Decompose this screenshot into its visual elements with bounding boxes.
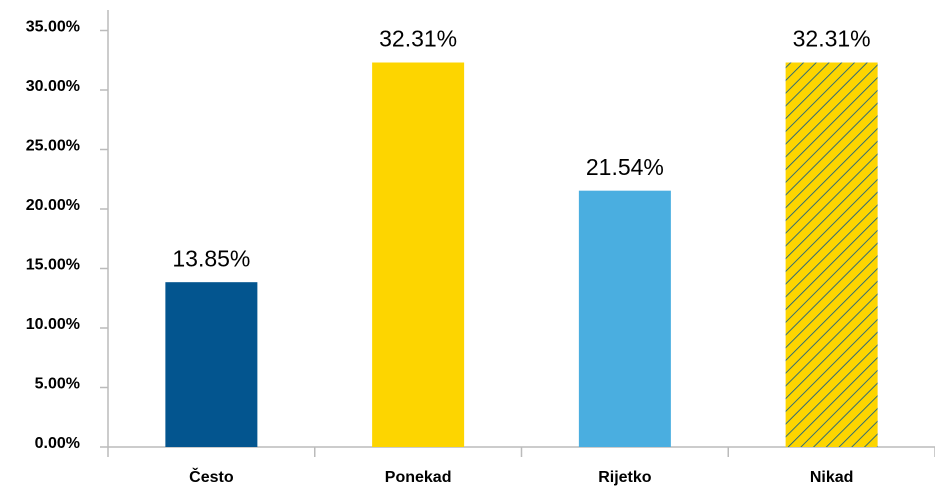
value-label: 32.31% [793, 26, 871, 52]
y-tick-label: 25.00% [26, 138, 80, 155]
y-tick-label: 15.00% [26, 257, 80, 274]
x-tick-label: Rijetko [598, 469, 652, 486]
y-tick-label: 30.00% [26, 78, 80, 95]
x-tick-label: Ponekad [385, 469, 452, 486]
bar [372, 62, 465, 448]
bar [785, 62, 878, 448]
y-tick-label: 20.00% [26, 197, 80, 214]
y-tick-label: 35.00% [26, 19, 80, 36]
x-tick-label: Nikad [810, 469, 854, 486]
x-tick-label: Često [189, 467, 234, 486]
value-label: 13.85% [172, 245, 250, 271]
value-label: 32.31% [379, 26, 457, 52]
y-tick-label: 10.00% [26, 316, 80, 333]
y-tick-label: 5.00% [35, 376, 80, 393]
value-label: 21.54% [586, 154, 664, 180]
bar [578, 190, 671, 447]
bar [165, 282, 258, 447]
y-tick-label: 0.00% [35, 435, 80, 452]
